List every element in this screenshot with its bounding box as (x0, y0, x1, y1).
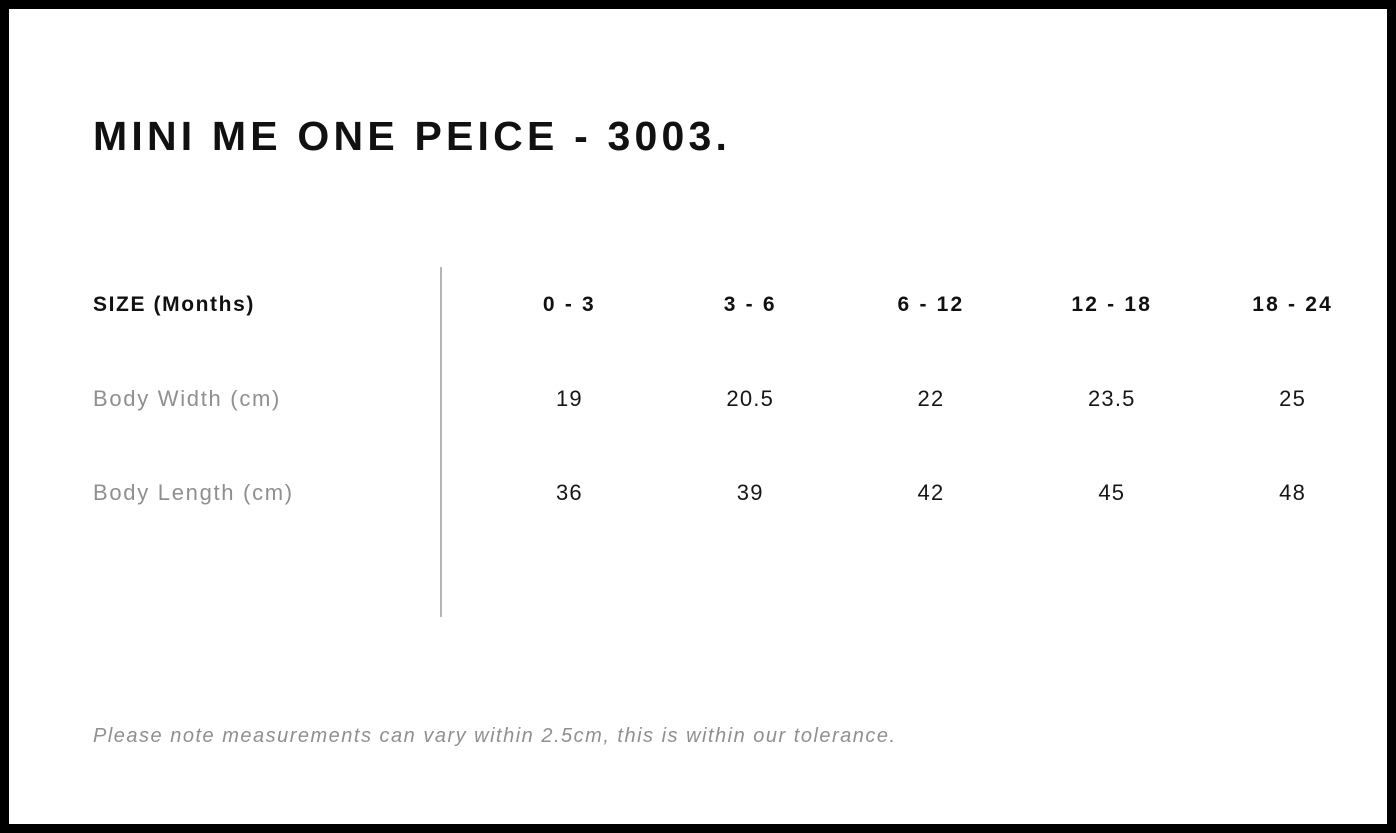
table-row: Body Width (cm) 19 20.5 22 23.5 25 (9, 352, 1387, 446)
table-row: Body Length (cm) 36 39 42 45 48 (9, 446, 1387, 540)
cell-body-width-12-18: 23.5 (1087, 386, 1136, 411)
cell-body-width-18-24: 25 (1279, 386, 1307, 411)
vertical-divider (440, 267, 442, 617)
table-header-col-0: 0 - 3 (542, 293, 596, 316)
row-label-body-length: Body Length (cm) (93, 480, 294, 505)
cell-body-width-0-3: 19 (555, 386, 583, 411)
page-title: MINI ME ONE PEICE - 3003. (93, 113, 732, 159)
cell-body-width-3-6: 20.5 (726, 386, 775, 411)
cell-body-length-18-24: 48 (1279, 480, 1307, 505)
table-header-col-4: 18 - 24 (1252, 293, 1333, 316)
size-table-container: SIZE (Months) 0 - 3 3 - 6 6 - 12 12 - 18… (9, 258, 1387, 618)
table-header-col-2: 6 - 12 (897, 293, 965, 316)
row-label-body-width: Body Width (cm) (93, 386, 282, 411)
content-area: MINI ME ONE PEICE - 3003. SIZE (Months) … (9, 9, 1387, 824)
cell-body-length-0-3: 36 (555, 480, 583, 505)
size-table: SIZE (Months) 0 - 3 3 - 6 6 - 12 12 - 18… (9, 258, 1387, 540)
tolerance-note: Please note measurements can vary within… (93, 725, 897, 747)
cell-body-length-6-12: 42 (917, 480, 945, 505)
table-header-col-1: 3 - 6 (723, 293, 777, 316)
cell-body-length-12-18: 45 (1098, 480, 1126, 505)
cell-body-width-6-12: 22 (917, 386, 945, 411)
table-header-row: SIZE (Months) 0 - 3 3 - 6 6 - 12 12 - 18… (9, 258, 1387, 352)
table-header-label: SIZE (Months) (93, 293, 255, 316)
cell-body-length-3-6: 39 (736, 480, 764, 505)
table-header-col-3: 12 - 18 (1071, 293, 1153, 316)
